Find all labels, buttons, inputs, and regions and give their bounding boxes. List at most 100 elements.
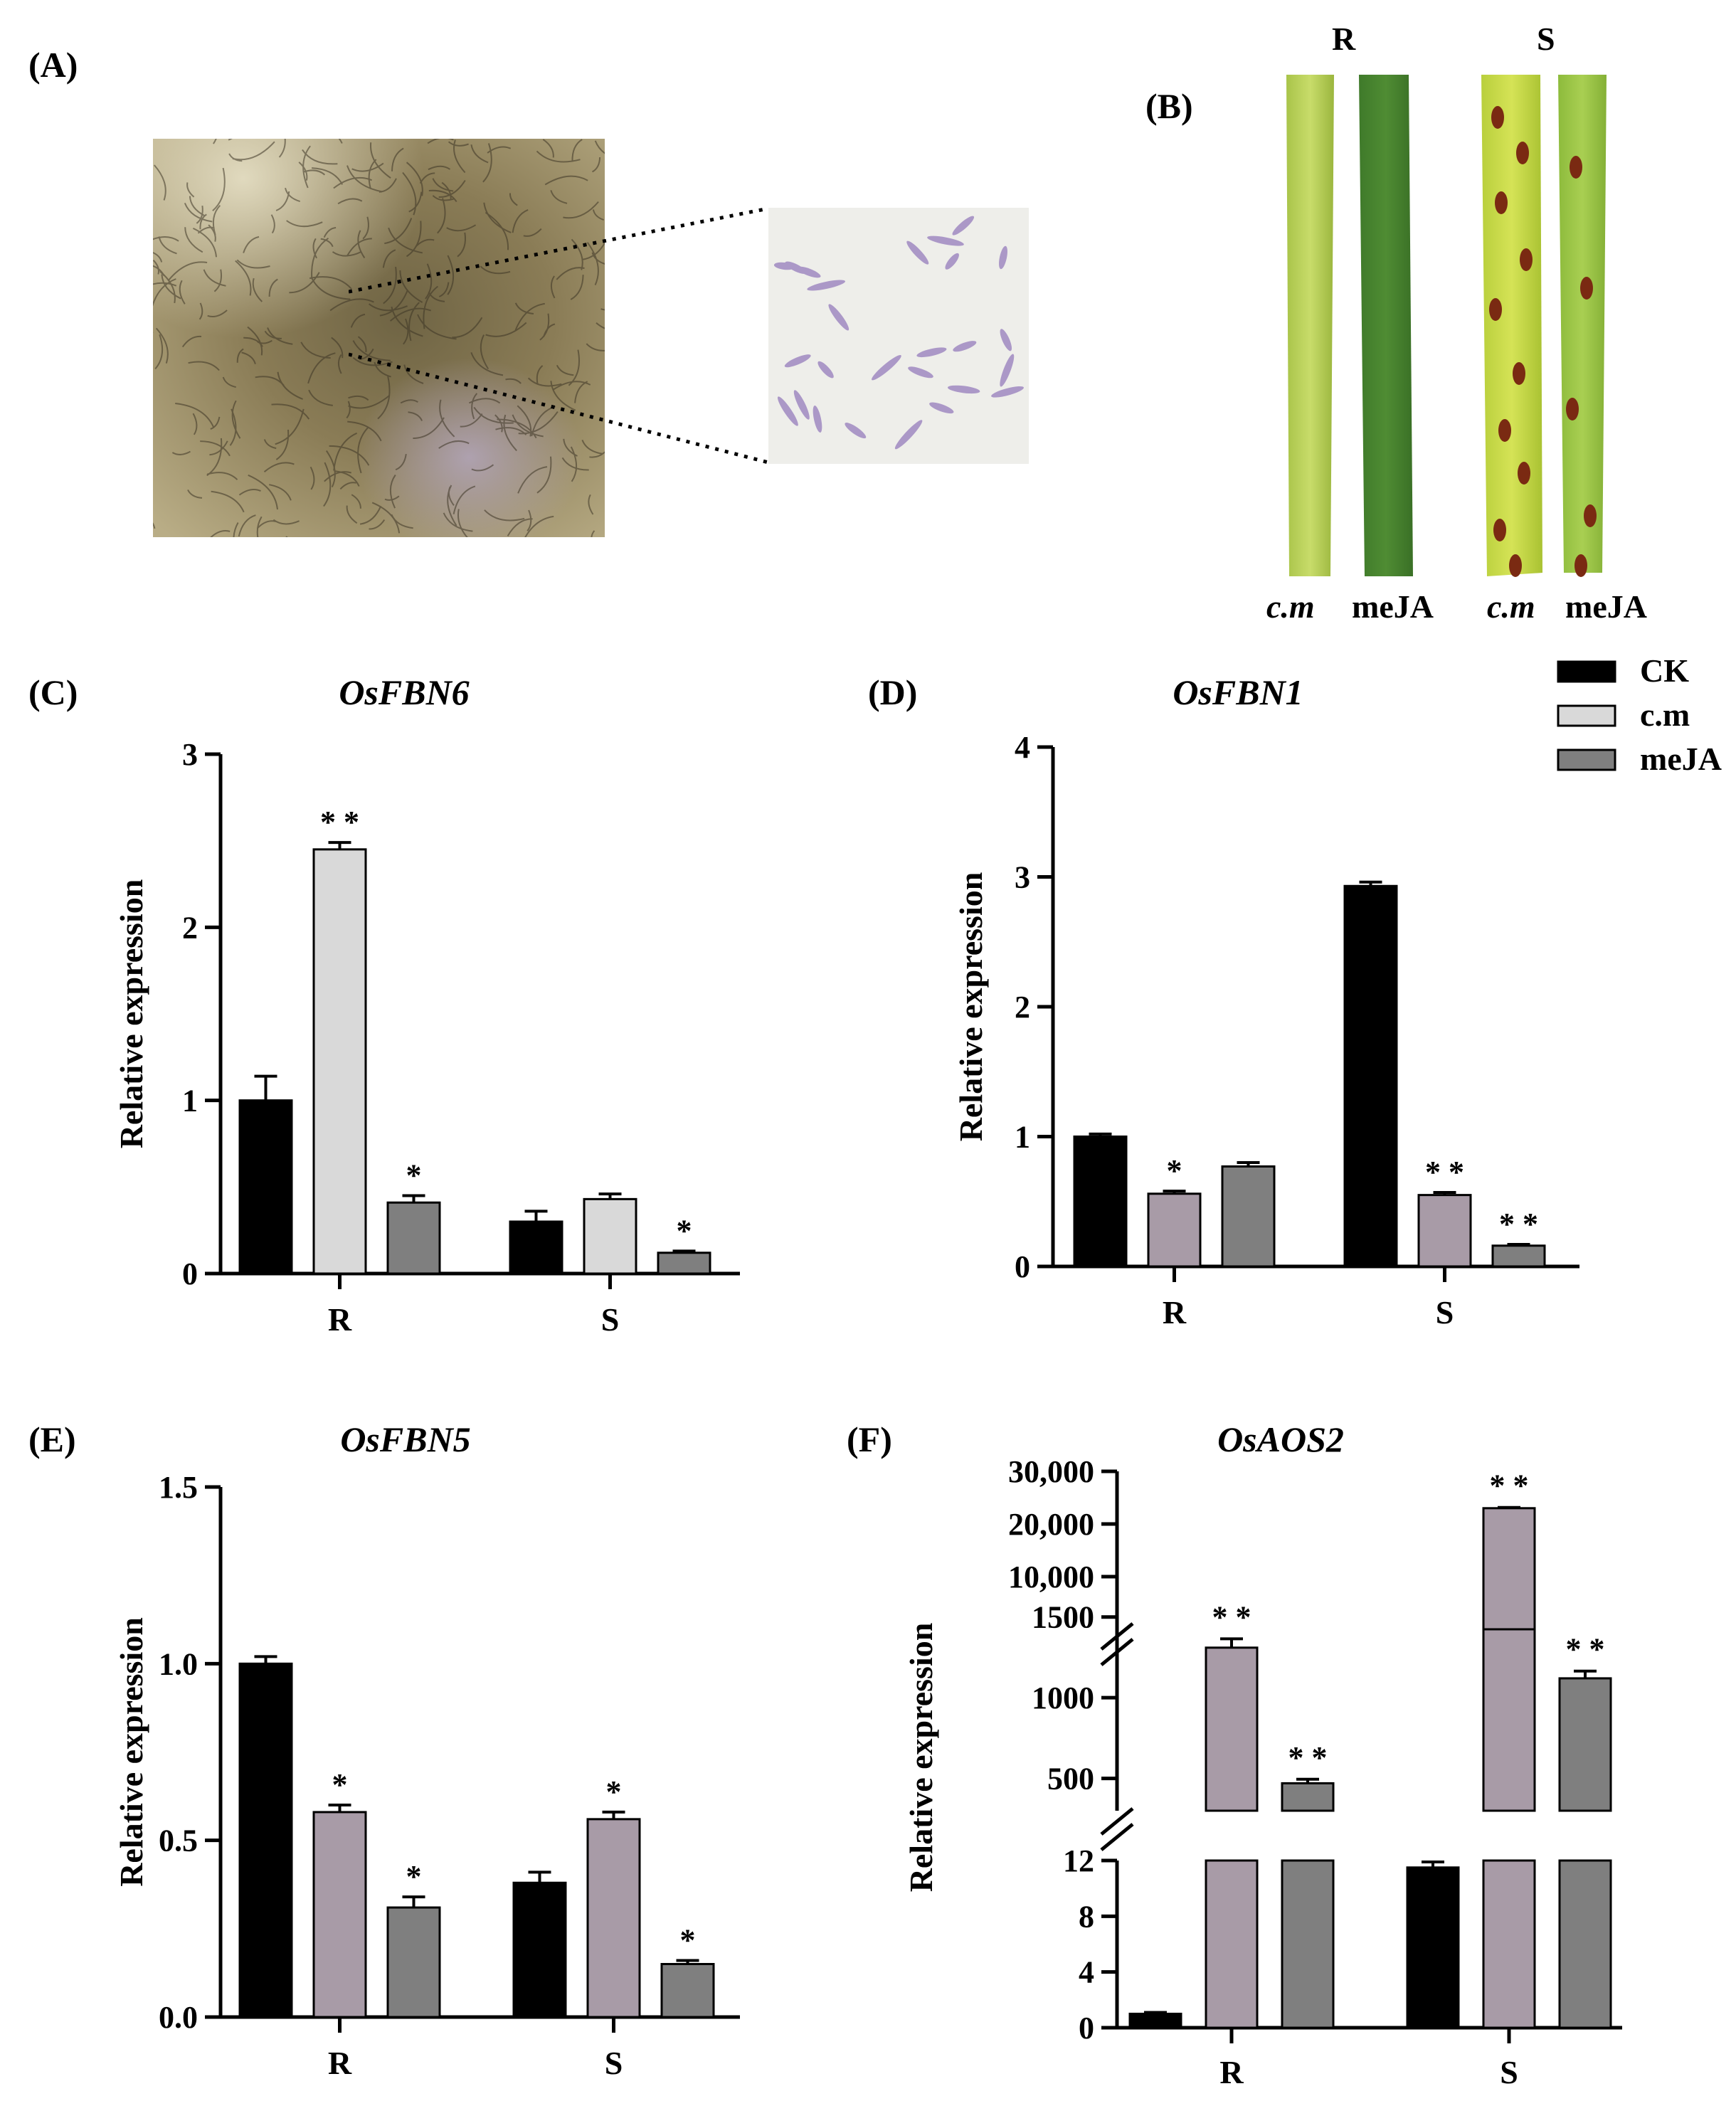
hypha-strand	[563, 438, 578, 457]
hypha-strand	[438, 179, 466, 199]
leaf-label-4: meJA	[1565, 588, 1647, 625]
significance-mark: * *	[1499, 1207, 1538, 1242]
hypha-strand	[417, 314, 457, 340]
hypha-strand	[286, 220, 323, 228]
conidium	[927, 235, 964, 246]
leaf-label-1: c.m	[1266, 588, 1315, 625]
conidium	[991, 386, 1024, 398]
bar-R-c.m	[1147, 1192, 1202, 1268]
hypha-strand	[278, 139, 286, 158]
hypha-strand	[186, 182, 195, 198]
hypha-strand	[384, 218, 413, 245]
leaf-images	[1286, 75, 1607, 577]
hypha-strand	[312, 167, 343, 185]
hypha-strand	[509, 193, 518, 206]
hypha-strand	[350, 313, 366, 328]
significance-mark: *	[677, 1213, 692, 1248]
hypha-strand	[391, 147, 404, 171]
hypha-strand	[311, 277, 351, 300]
hypha-strand	[154, 164, 166, 201]
hypha-strand	[158, 236, 177, 255]
bar-S-meJA	[1491, 1244, 1546, 1268]
bar-S-CK	[1406, 1866, 1460, 2029]
leaf-group-label-r: R	[1332, 21, 1356, 57]
hypha-strand	[199, 302, 203, 320]
hypha-strand	[514, 302, 545, 331]
hypha-strand	[570, 275, 584, 300]
hypha-strand	[457, 232, 466, 258]
hypha-strand	[382, 249, 396, 268]
conidium	[952, 216, 975, 235]
conidium	[813, 405, 822, 433]
hypha-strand	[329, 445, 370, 466]
y-tick-label: 0.5	[159, 1824, 198, 1858]
hypha-strand	[425, 263, 433, 300]
hypha-strand	[389, 474, 396, 509]
hypha-strand	[591, 530, 596, 537]
hypha-strand	[348, 395, 390, 409]
hypha-strand	[374, 361, 391, 378]
hypha-strand	[264, 330, 282, 339]
hypha-strand	[453, 139, 466, 174]
hypha-strand	[592, 209, 604, 221]
conidium	[1000, 354, 1015, 387]
panel-label-a: (A)	[28, 45, 78, 85]
hypha-strand	[428, 189, 457, 203]
hypha-strand	[213, 269, 222, 292]
y-tick-label: 3	[1015, 860, 1030, 895]
hypha-strand	[210, 416, 221, 430]
micrograph-fungal-culture	[153, 139, 605, 537]
hypha-strand	[236, 348, 244, 363]
y-tick-label: 0	[182, 1256, 198, 1291]
hypha-strand	[596, 322, 605, 329]
significance-mark: *	[406, 1158, 422, 1193]
hypha-strand	[206, 472, 238, 480]
hypha-strand	[505, 378, 522, 384]
bar-R-meJA	[386, 1201, 441, 1275]
significance-mark: *	[680, 1923, 696, 1958]
hypha-strand	[406, 162, 423, 196]
leaf-s-cm	[1481, 75, 1542, 576]
hypha-strand	[346, 505, 358, 524]
bar-R-c.m	[312, 848, 367, 1275]
hypha-strand	[428, 165, 451, 171]
hypha-strand	[153, 252, 163, 263]
y-tick-label: 8	[1079, 1899, 1094, 1934]
hypha-strand	[320, 238, 334, 248]
hypha-strand	[357, 230, 366, 259]
hypha-strand	[388, 227, 423, 254]
legend-swatch	[1557, 704, 1616, 727]
hypha-strand	[357, 336, 367, 353]
bar-S-c.m-middle	[1482, 1599, 1536, 1812]
lesion-spot	[1498, 419, 1511, 442]
hypha-strand	[377, 376, 391, 420]
leaf-group-label-s: S	[1537, 21, 1555, 57]
bar-R-meJA	[1221, 1165, 1276, 1268]
legend-label: c.m	[1640, 697, 1690, 733]
hypha-strand	[153, 236, 179, 242]
hypha-strand	[536, 365, 544, 385]
hypha-strand	[586, 242, 599, 286]
hypha-strand	[346, 165, 383, 193]
hypha-strand	[309, 276, 352, 290]
hypha-strand	[591, 252, 605, 265]
panel-label: (F)	[847, 1419, 892, 1459]
hypha-strand	[512, 414, 544, 438]
significance-mark: * *	[1425, 1155, 1464, 1190]
lesion-spot	[1566, 398, 1579, 420]
lesion-spot	[1570, 156, 1582, 179]
hypha-strand	[346, 401, 351, 419]
y-axis-label: Relative expression	[953, 872, 989, 1142]
panel-label: (E)	[28, 1419, 76, 1459]
hypha-strand	[308, 389, 333, 406]
bar-R-CK	[238, 1662, 293, 2018]
significance-mark: *	[606, 1774, 622, 1809]
hypha-strand	[357, 427, 369, 474]
hypha-strand	[437, 198, 446, 234]
hypha-strand	[452, 485, 476, 514]
hypha-strand	[589, 451, 605, 458]
hypha-strand	[389, 307, 432, 322]
hypha-strand	[209, 440, 228, 456]
hypha-strand	[370, 142, 391, 179]
chart-title: OsFBN6	[339, 672, 469, 712]
